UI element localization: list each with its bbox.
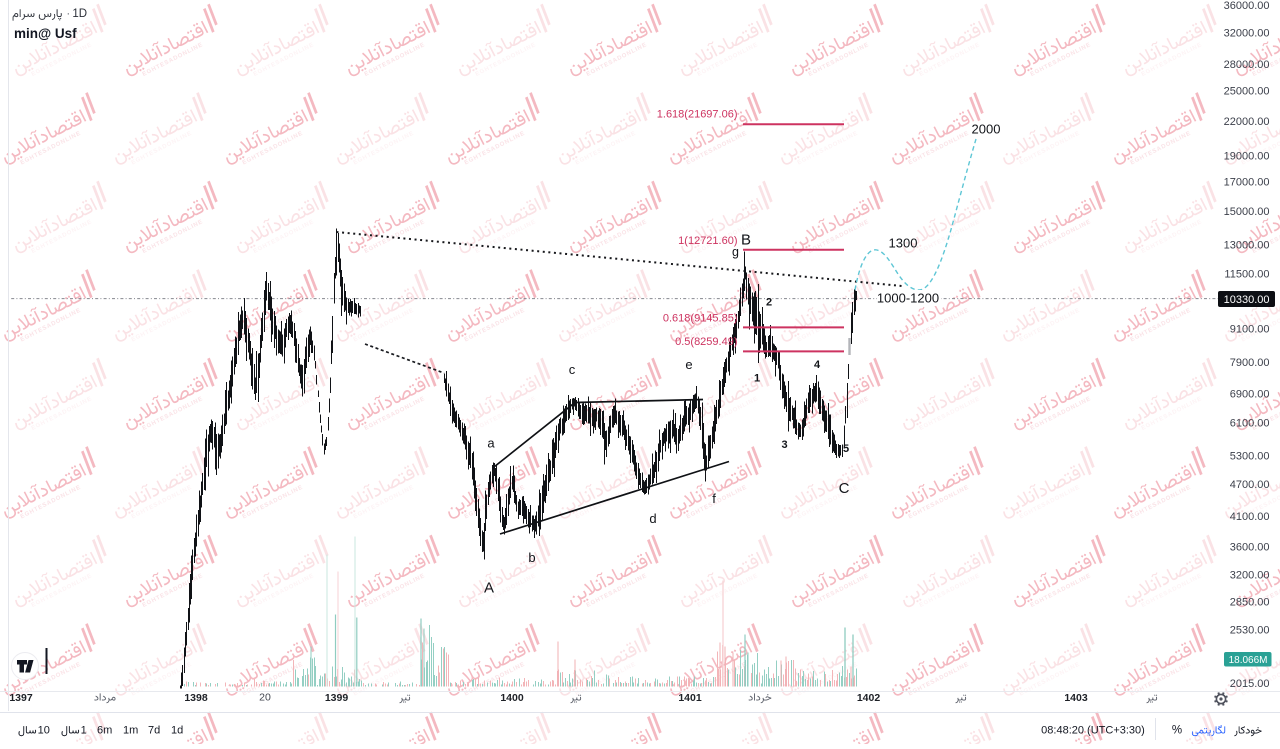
- svg-text:C: C: [839, 480, 850, 497]
- svg-text:1300: 1300: [889, 236, 918, 251]
- svg-text:7d: 7d: [148, 725, 160, 737]
- svg-text:min@ Usf: min@ Usf: [14, 26, 77, 41]
- svg-text:e: e: [685, 357, 692, 372]
- svg-text:1.618(21697.06): 1.618(21697.06): [657, 109, 738, 121]
- svg-text:17000.00: 17000.00: [1224, 176, 1270, 188]
- svg-text:2015.00: 2015.00: [1230, 678, 1270, 690]
- svg-text:9100.00: 9100.00: [1230, 324, 1270, 336]
- svg-text:3: 3: [781, 439, 787, 451]
- svg-text:1401: 1401: [678, 692, 702, 704]
- svg-text:%: %: [1172, 725, 1182, 737]
- svg-text:1398: 1398: [184, 692, 208, 704]
- svg-text:g: g: [732, 245, 739, 259]
- svg-text:1400: 1400: [500, 692, 524, 704]
- svg-text:4: 4: [814, 359, 821, 371]
- svg-text:19000.00: 19000.00: [1224, 150, 1270, 162]
- svg-text:15000.00: 15000.00: [1224, 206, 1270, 218]
- svg-text:4100.00: 4100.00: [1230, 511, 1270, 523]
- svg-text:6100.00: 6100.00: [1230, 418, 1270, 430]
- svg-text:1000-1200: 1000-1200: [877, 291, 939, 306]
- svg-text:B: B: [741, 232, 751, 249]
- svg-text:1D: 1D: [72, 8, 87, 20]
- svg-text:1(12721.60): 1(12721.60): [678, 235, 737, 247]
- svg-text:1: 1: [81, 725, 87, 737]
- svg-text:2: 2: [766, 297, 772, 309]
- svg-text:3200.00: 3200.00: [1230, 569, 1270, 581]
- svg-text:28000.00: 28000.00: [1224, 59, 1270, 71]
- svg-text:1397: 1397: [9, 692, 33, 704]
- svg-text:25000.00: 25000.00: [1224, 86, 1270, 98]
- svg-text:22000.00: 22000.00: [1224, 116, 1270, 128]
- svg-text:6900.00: 6900.00: [1230, 389, 1270, 401]
- svg-text:c: c: [569, 362, 576, 377]
- svg-text:13000.00: 13000.00: [1224, 240, 1270, 252]
- svg-text:08:48:20 (UTC+3:30): 08:48:20 (UTC+3:30): [1041, 725, 1145, 737]
- svg-text:·: ·: [66, 8, 70, 20]
- svg-text:0.5(8259.49): 0.5(8259.49): [675, 336, 737, 348]
- svg-text:20: 20: [259, 692, 271, 704]
- svg-text:11500.00: 11500.00: [1224, 268, 1269, 280]
- svg-text:5300.00: 5300.00: [1230, 451, 1270, 463]
- svg-text:1402: 1402: [857, 692, 881, 704]
- svg-text:a: a: [487, 436, 495, 451]
- svg-text:5: 5: [843, 443, 849, 455]
- svg-text:1: 1: [754, 373, 760, 385]
- svg-text:3600.00: 3600.00: [1230, 542, 1270, 554]
- svg-text:10: 10: [38, 725, 50, 737]
- svg-text:7900.00: 7900.00: [1230, 357, 1270, 369]
- svg-text:2530.00: 2530.00: [1230, 625, 1270, 637]
- svg-text:10330.00: 10330.00: [1224, 294, 1270, 306]
- svg-text:6m: 6m: [97, 725, 112, 737]
- svg-text:18.066M: 18.066M: [1229, 655, 1268, 666]
- svg-text:0.618(9145.85): 0.618(9145.85): [663, 313, 738, 325]
- svg-text:1m: 1m: [123, 725, 138, 737]
- svg-text:36000.00: 36000.00: [1224, 0, 1270, 12]
- svg-text:1403: 1403: [1064, 692, 1088, 704]
- svg-text:2850.00: 2850.00: [1230, 597, 1270, 609]
- svg-text:f: f: [712, 491, 716, 506]
- svg-text:2000: 2000: [972, 122, 1001, 137]
- svg-text:d: d: [649, 511, 656, 526]
- svg-text:b: b: [528, 550, 535, 565]
- svg-text:1399: 1399: [325, 692, 349, 704]
- svg-text:32000.00: 32000.00: [1224, 28, 1270, 40]
- svg-text:4700.00: 4700.00: [1230, 479, 1270, 491]
- svg-text:A: A: [484, 580, 494, 597]
- svg-text:1d: 1d: [171, 725, 183, 737]
